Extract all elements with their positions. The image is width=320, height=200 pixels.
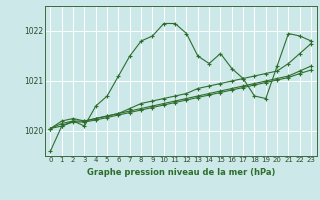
X-axis label: Graphe pression niveau de la mer (hPa): Graphe pression niveau de la mer (hPa) <box>87 168 275 177</box>
